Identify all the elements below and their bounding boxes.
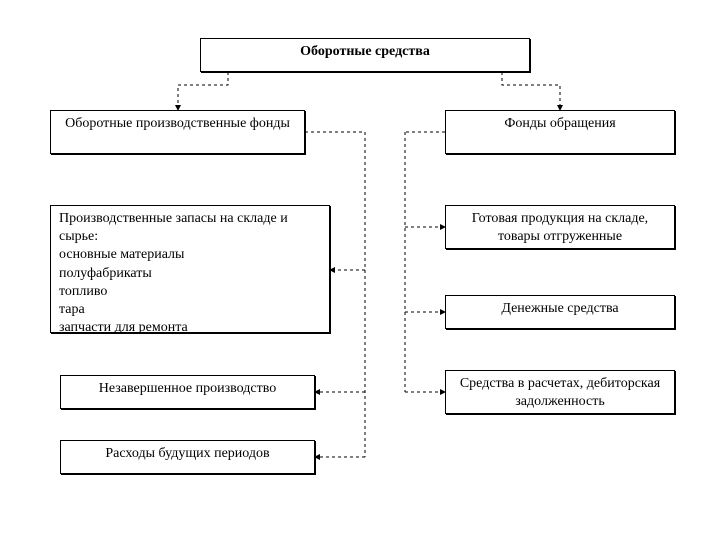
node-root: Оборотные средства <box>200 38 530 72</box>
node-right1: Фонды обращения <box>445 110 675 154</box>
node-left4: Расходы будущих периодов <box>60 440 315 474</box>
node-right4: Средства в расчетах, дебиторская задолже… <box>445 370 675 414</box>
node-right3: Денежные средства <box>445 295 675 329</box>
node-left3: Незавершенное производство <box>60 375 315 409</box>
node-right2: Готовая продукция на складе, товары отгр… <box>445 205 675 249</box>
node-left1: Оборотные производственные фонды <box>50 110 305 154</box>
node-left2: Производственные запасы на складе и сырь… <box>50 205 330 333</box>
